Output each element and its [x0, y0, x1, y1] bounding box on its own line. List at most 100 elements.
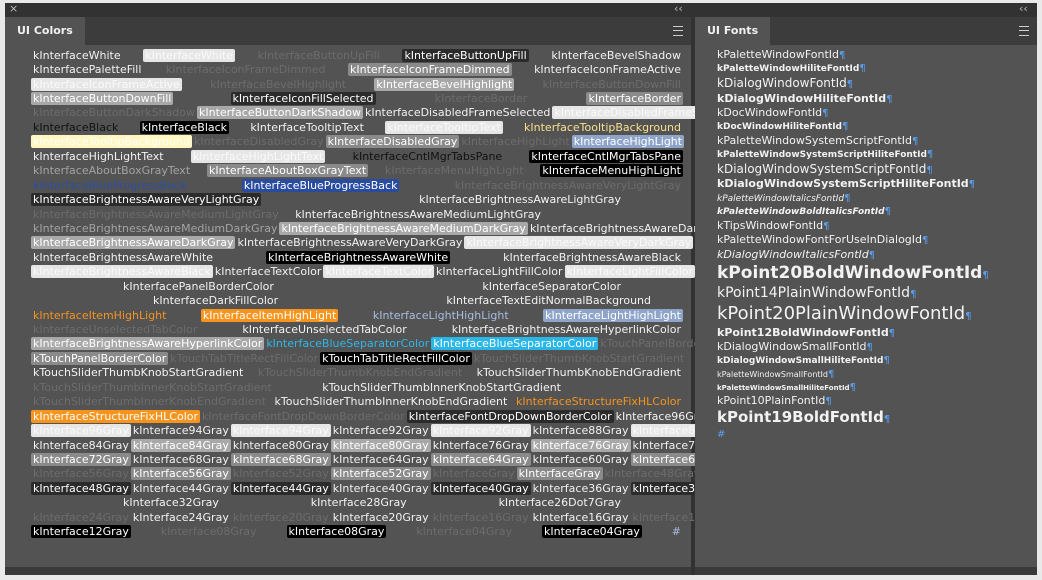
collapse-button[interactable]: ‹‹ — [1019, 2, 1028, 15]
color-row: kInterfaceBrightnessAwareHyperlinkColor k… — [31, 337, 734, 351]
color-sample: kInterface76Gray — [432, 438, 529, 452]
color-row: kInterfaceBrightnessAwareMediumDarkGray k… — [31, 221, 730, 235]
font-sample: kPoint19BoldFontId¶ — [717, 408, 1037, 428]
color-sample: kInterfaceCntlMgrTabsPane — [352, 149, 503, 163]
color-sample: kInterface40Gray — [332, 481, 429, 495]
color-sample: kInterface48Gray — [604, 467, 701, 481]
color-sample: kInterfaceBrightnessAwareVeryLightGray — [454, 178, 681, 192]
pilcrow: ¶ — [859, 63, 866, 75]
font-sample: kDialogWindowItalicsFontId¶ — [717, 248, 1037, 262]
color-sample: kInterfaceTextColor — [214, 265, 322, 279]
color-sample: kInterface52Gray — [232, 467, 329, 481]
color-sample: kInterfaceLightFillColor — [436, 265, 563, 279]
color-sample: kInterfaceLightHighLight — [543, 308, 683, 322]
pilcrow: ¶ — [965, 311, 972, 323]
panel-tab[interactable]: UI Fonts — [695, 17, 771, 45]
color-sample: kInterface24Gray — [132, 510, 229, 524]
color-sample: kInterfaceTooltipText — [385, 120, 503, 134]
color-sample: kInterfaceDisabledFrameSelected — [552, 106, 742, 120]
color-sample: kInterfaceAboutBoxGrayText — [33, 164, 191, 178]
color-sample: kInterfaceBrightnessAwareMediumDarkGray — [279, 221, 528, 235]
font-name: kPaletteWindowSmallHiliteFontId — [717, 383, 850, 392]
font-name: kPoint12BoldWindowFontId — [717, 325, 889, 339]
color-sample: kInterfaceCntlMgrTabsPane — [529, 149, 683, 163]
color-sample: kTouchSliderThumbKnobStartGradient — [33, 366, 244, 380]
color-sample: kInterfaceButtonUpFill — [402, 48, 529, 62]
panel-tab[interactable]: UI Colors — [5, 17, 85, 45]
color-row: kInterfaceBrightnessAwareBlack kInterface… — [31, 265, 695, 279]
color-sample: kTouchSliderThumbInnerKnobStartGradient — [322, 380, 561, 394]
pilcrow: ¶ — [926, 164, 933, 176]
font-name: kDialogWindowItalicsFontId — [717, 247, 869, 261]
font-sample: kDocWindowFontId¶ — [717, 106, 1037, 120]
color-row: kInterfacePaletteFill kInterfaceIconFrame… — [31, 62, 683, 77]
font-sample: kPaletteWindowFontId¶ — [717, 48, 1037, 62]
color-row: kInterfaceButtonDownFill kInterfaceIconFi… — [31, 91, 683, 106]
color-row: kInterface96Gray kInterface94Gray kInterfa… — [31, 423, 731, 438]
pilcrow: ¶ — [842, 121, 849, 133]
font-name: kPoint20PlainWindowFontId — [717, 303, 966, 325]
color-sample: kInterfaceSeparatorColor — [482, 279, 621, 293]
font-name: kPaletteWindowBoldItalicsFontId — [717, 207, 885, 218]
color-sample: kInterfaceGray — [432, 467, 515, 481]
color-sample: kInterface84Gray — [33, 438, 129, 452]
color-list: kInterfaceWhite kInterfaceWhite kInterface… — [31, 48, 742, 539]
color-sample: kInterfaceLightHighLight — [372, 308, 509, 322]
color-sample: kInterfaceButtonDownFill — [31, 92, 174, 106]
color-sample: kInterface68Gray — [132, 452, 229, 466]
color-sample: kInterfaceBrightnessAwareWhite — [33, 250, 214, 264]
color-sample: kInterface08Gray — [286, 525, 387, 539]
color-sample: kInterfaceFontDropDownBorderColor — [202, 409, 405, 423]
color-row: kTouchSliderThumbInnerKnobEndGradient kTo… — [31, 395, 683, 409]
color-sample: kInterfaceBrightnessAwareDarkGray — [31, 236, 236, 250]
color-sample: kInterface64Gray — [332, 452, 429, 466]
color-sample: kInterfaceBrightnessAwareVeryDarkGray — [237, 236, 463, 250]
font-sample: kPaletteWindowSmallFontId¶ — [717, 368, 1037, 381]
pilcrow: ¶ — [866, 341, 873, 353]
font-sample: kDialogWindowSystemScriptHiliteFontId¶ — [717, 177, 1037, 191]
color-sample: kInterfaceBevelShadow — [551, 48, 681, 62]
color-sample: kTouchTabTitleRectFillColor — [170, 351, 319, 365]
font-name: kDialogWindowSystemScriptFontId — [717, 161, 927, 176]
color-sample: kInterface24Gray — [33, 510, 129, 524]
color-row: kInterfacePanelBorderColor kInterfaceSepa… — [31, 279, 683, 293]
color-sample: kInterface12Gray — [31, 525, 131, 539]
collapse-button[interactable]: ‹‹ — [674, 2, 683, 15]
panel-menu[interactable] — [673, 26, 683, 36]
color-sample: kInterface04Gray — [416, 525, 513, 539]
color-sample: kInterfaceBrightnessAwareDarkGray — [529, 221, 731, 235]
color-sample: kInterfaceUnselectedTabColor — [33, 323, 198, 337]
font-sample: kPoint14PlainWindowFontId¶ — [717, 284, 1037, 302]
font-sample: kPaletteWindowHiliteFontId¶ — [717, 62, 1037, 76]
color-sample: kInterfaceTextColor — [323, 265, 435, 279]
pilcrow: ¶ — [910, 289, 917, 301]
color-row: kInterfaceAboutBoxGrayText kInterfaceAbou… — [31, 164, 683, 178]
color-sample: kInterface64Gray — [430, 452, 531, 466]
font-sample: kPaletteWindowSmallHiliteFontId¶ — [717, 381, 1037, 394]
color-sample: kInterfaceBlueProgressBack — [241, 178, 400, 192]
color-sample: kInterface60Gray — [532, 452, 629, 466]
close-button[interactable]: × — [9, 2, 19, 15]
color-sample: kInterfaceIconFillSelected — [230, 92, 376, 106]
pilcrow: ¶ — [823, 221, 830, 233]
color-row: kInterfaceStructureFixHLColor kInterfaceF… — [31, 409, 712, 423]
color-row: kInterfaceBrightnessAwareMediumLightGray… — [31, 207, 683, 221]
font-sample: kDialogWindowSmallFontId¶ — [717, 340, 1037, 354]
color-sample: kInterfaceIconFrameActive — [534, 63, 681, 77]
color-sample: kInterface88Gray — [532, 424, 629, 438]
color-sample: kInterface26Dot7Gray — [498, 496, 621, 510]
color-sample: kInterfacePaletteFill — [33, 63, 142, 77]
color-sample: kInterfaceTooltipText — [250, 120, 364, 134]
panel-menu[interactable] — [1019, 26, 1029, 36]
pilcrow: ¶ — [888, 327, 896, 339]
font-sample: kDialogWindowFontId¶ — [717, 76, 1037, 92]
color-sample: kInterfaceBrightnessAwareVeryLightGray — [31, 193, 262, 207]
color-row: kInterfaceTooltipBackground kInterfaceDis… — [31, 135, 685, 149]
font-sample: kPoint20PlainWindowFontId¶ — [717, 302, 1037, 325]
font-sample: kPoint20BoldWindowFontId¶ — [717, 262, 1037, 284]
color-row: kTouchSliderThumbKnobStartGradient kTouch… — [31, 366, 683, 380]
color-sample: kInterfaceTooltipBackground — [31, 135, 192, 149]
font-sample: kDocWindowHiliteFontId¶ — [717, 120, 1037, 134]
color-sample: kInterfaceBlueSeparatorColor — [266, 337, 430, 351]
font-name: kPoint19BoldFontId — [717, 408, 884, 427]
